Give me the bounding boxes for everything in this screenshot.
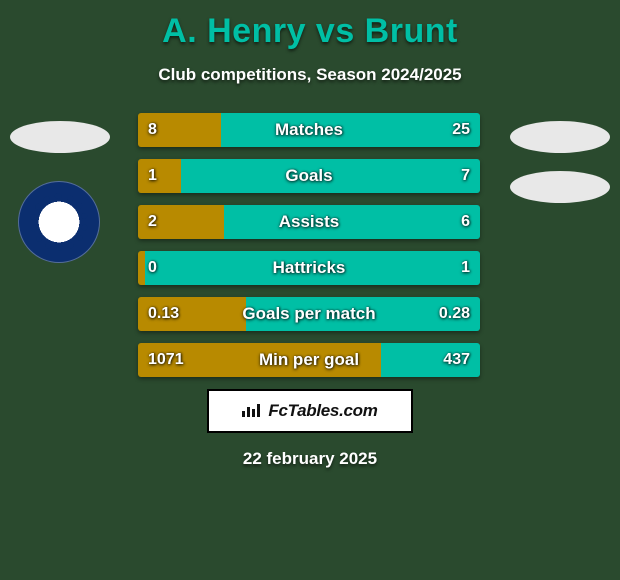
source-text: FcTables.com <box>268 401 377 421</box>
club-crest-icon <box>18 181 100 263</box>
stat-value-right: 25 <box>442 113 480 147</box>
stat-row: Hattricks0 1 <box>138 251 480 285</box>
footer-date: 22 february 2025 <box>0 449 620 469</box>
stat-value-right: 0.28 <box>429 297 480 331</box>
stat-row: Assists2 6 <box>138 205 480 239</box>
team-logo-left-placeholder <box>10 121 110 153</box>
stat-value-left: 0 <box>138 251 167 285</box>
stat-bars: Matches825Goals17Assists26Hattricks01Goa… <box>138 113 480 377</box>
team-logo-right-placeholder-2 <box>510 171 610 203</box>
stat-value-right: 6 <box>451 205 480 239</box>
comparison-content: Matches825Goals17Assists26Hattricks01Goa… <box>0 113 620 469</box>
stat-value-left: 2 <box>138 205 167 239</box>
stat-value-right: 437 <box>433 343 480 377</box>
stat-value-left: 1071 <box>138 343 194 377</box>
stat-label: Hattricks <box>138 251 480 285</box>
stat-row: Goals1 7 <box>138 159 480 193</box>
chart-icon <box>242 401 262 422</box>
stat-label: Goals <box>138 159 480 193</box>
stat-value-right: 7 <box>451 159 480 193</box>
stat-label: Matches <box>138 113 480 147</box>
page-subtitle: Club competitions, Season 2024/2025 <box>0 51 620 85</box>
page-title: A. Henry vs Brunt <box>0 0 620 51</box>
stat-value-left: 1 <box>138 159 167 193</box>
source-badge: FcTables.com <box>207 389 413 433</box>
team-logo-right-placeholder-1 <box>510 121 610 153</box>
stat-row: Matches8 25 <box>138 113 480 147</box>
stat-row: Goals per match0.130.28 <box>138 297 480 331</box>
stat-value-right: 1 <box>451 251 480 285</box>
stat-value-left: 8 <box>138 113 167 147</box>
stat-value-left: 0.13 <box>138 297 189 331</box>
stat-row: Min per goal1071437 <box>138 343 480 377</box>
stat-label: Assists <box>138 205 480 239</box>
